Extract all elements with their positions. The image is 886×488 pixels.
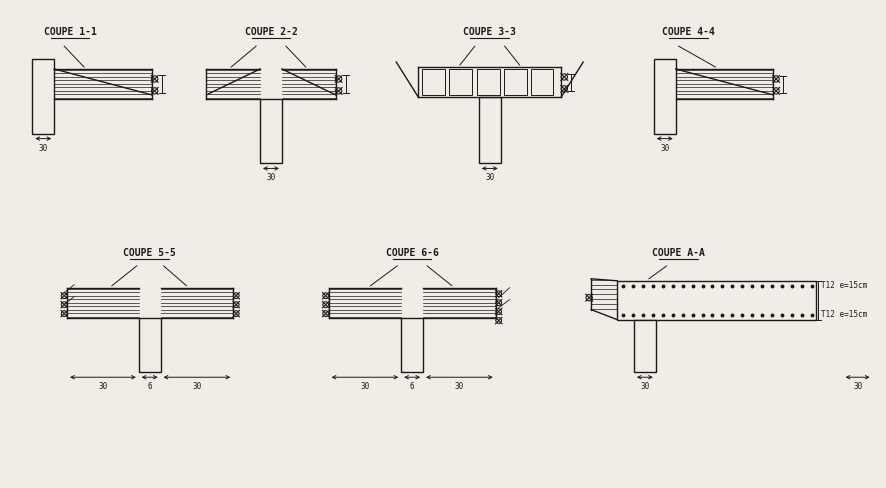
Text: 6: 6: [147, 382, 152, 391]
Text: 30: 30: [659, 143, 669, 153]
Text: 30: 30: [455, 382, 463, 391]
Bar: [503, 69, 526, 95]
Text: 30: 30: [360, 382, 369, 391]
Text: 30: 30: [640, 382, 649, 391]
Text: T12 e=15cm: T12 e=15cm: [820, 281, 867, 290]
Bar: [138, 318, 160, 372]
Bar: [633, 320, 655, 372]
Bar: [422, 69, 445, 95]
Bar: [653, 59, 675, 134]
Text: COUPE 5-5: COUPE 5-5: [123, 248, 176, 258]
Bar: [260, 99, 282, 163]
Bar: [32, 59, 54, 134]
Text: 30: 30: [852, 382, 861, 391]
Text: 30: 30: [98, 382, 107, 391]
Text: COUPE 2-2: COUPE 2-2: [245, 27, 297, 37]
Bar: [400, 318, 423, 372]
Bar: [617, 281, 815, 320]
Text: T12 e=15cm: T12 e=15cm: [820, 310, 867, 319]
Text: COUPE A-A: COUPE A-A: [651, 248, 704, 258]
Bar: [477, 69, 499, 95]
Text: 30: 30: [192, 382, 201, 391]
Text: COUPE 4-4: COUPE 4-4: [662, 27, 714, 37]
Text: COUPE 1-1: COUPE 1-1: [43, 27, 97, 37]
Text: 30: 30: [485, 173, 494, 183]
Bar: [530, 69, 553, 95]
Bar: [448, 69, 471, 95]
Text: COUPE 3-3: COUPE 3-3: [462, 27, 516, 37]
Text: COUPE 6-6: COUPE 6-6: [385, 248, 438, 258]
Bar: [478, 97, 500, 163]
Text: 30: 30: [39, 143, 48, 153]
Text: 30: 30: [266, 173, 276, 183]
Text: 6: 6: [409, 382, 414, 391]
